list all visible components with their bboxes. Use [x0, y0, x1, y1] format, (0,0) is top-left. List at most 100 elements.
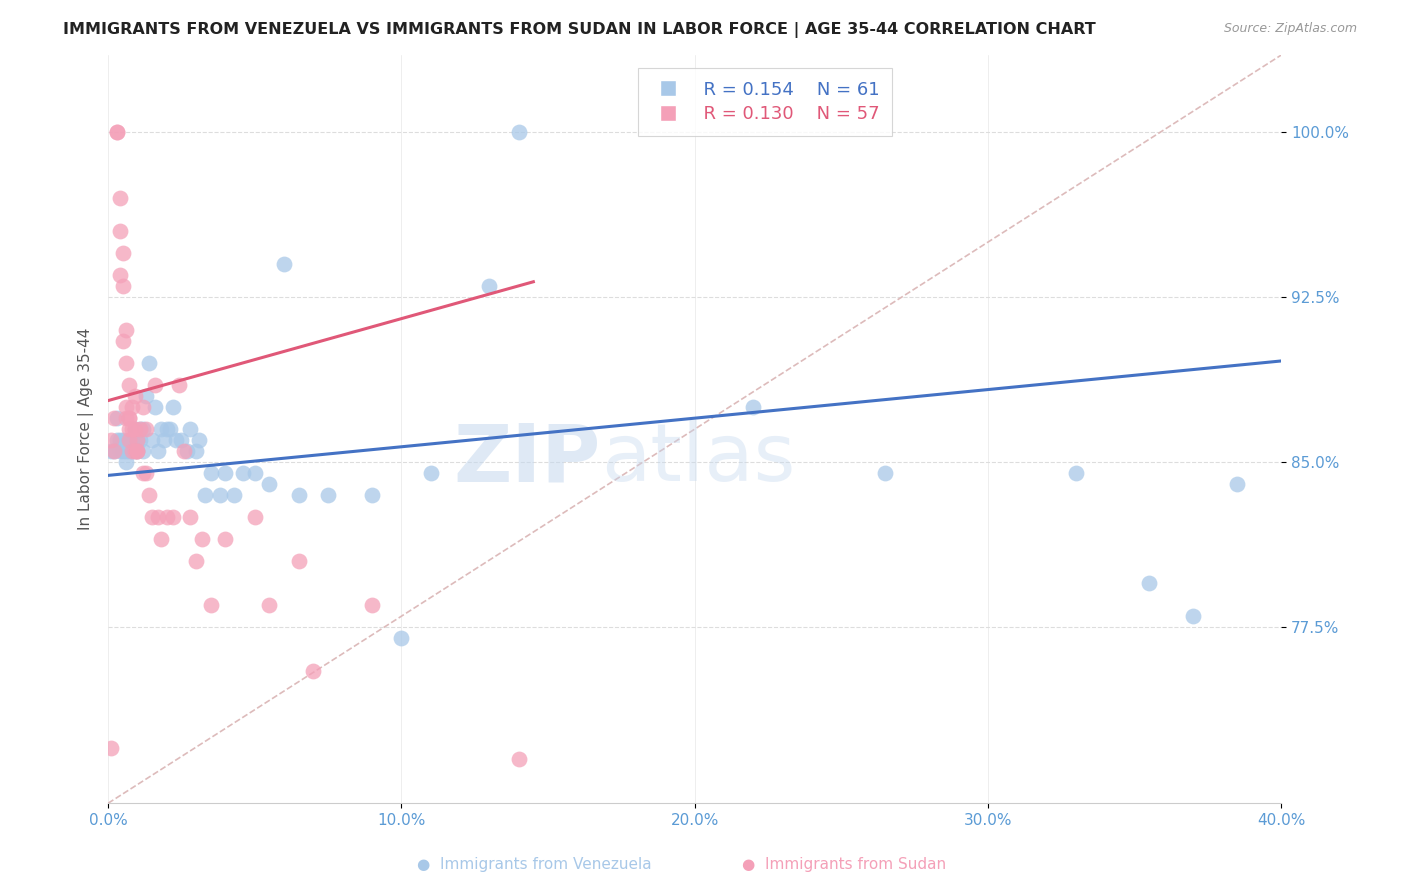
Point — [156, 510, 179, 524]
Text: ●  Immigrants from Sudan: ● Immigrants from Sudan — [741, 857, 946, 872]
Point — [132, 444, 155, 458]
Point — [316, 488, 339, 502]
Point — [127, 433, 149, 447]
Point — [162, 510, 184, 524]
Point — [1226, 477, 1249, 491]
Point — [191, 532, 214, 546]
Point — [742, 400, 765, 414]
Point — [105, 411, 128, 425]
Point — [156, 422, 179, 436]
Point — [167, 378, 190, 392]
Point — [103, 444, 125, 458]
Point — [105, 125, 128, 139]
Point — [143, 400, 166, 414]
Point — [118, 378, 141, 392]
Point — [108, 268, 131, 282]
Point — [138, 356, 160, 370]
Point — [508, 752, 530, 766]
Point — [141, 510, 163, 524]
Point — [1182, 609, 1205, 624]
Point — [214, 532, 236, 546]
Point — [111, 334, 134, 348]
Point — [232, 466, 254, 480]
Point — [508, 125, 530, 139]
Point — [127, 444, 149, 458]
Point — [135, 466, 157, 480]
Point — [875, 466, 897, 480]
Point — [129, 422, 152, 436]
Point — [118, 411, 141, 425]
Point — [683, 818, 706, 832]
Point — [149, 422, 172, 436]
Point — [100, 741, 122, 756]
Point — [419, 466, 441, 480]
Point — [361, 598, 384, 612]
Point — [243, 466, 266, 480]
Point — [135, 422, 157, 436]
Point — [111, 246, 134, 260]
Point — [153, 433, 176, 447]
Text: IMMIGRANTS FROM VENEZUELA VS IMMIGRANTS FROM SUDAN IN LABOR FORCE | AGE 35-44 CO: IMMIGRANTS FROM VENEZUELA VS IMMIGRANTS … — [63, 22, 1097, 38]
Point — [129, 433, 152, 447]
Point — [105, 125, 128, 139]
Point — [114, 411, 136, 425]
Point — [170, 433, 193, 447]
Point — [214, 466, 236, 480]
Point — [1064, 466, 1087, 480]
Point — [124, 444, 146, 458]
Point — [135, 389, 157, 403]
Point — [108, 224, 131, 238]
Point — [162, 400, 184, 414]
Point — [132, 400, 155, 414]
Point — [114, 400, 136, 414]
Point — [121, 433, 143, 447]
Point — [146, 444, 169, 458]
Point — [179, 422, 201, 436]
Point — [141, 433, 163, 447]
Point — [173, 444, 195, 458]
Point — [121, 422, 143, 436]
Point — [184, 554, 207, 568]
Point — [114, 356, 136, 370]
Point — [100, 433, 122, 447]
Point — [121, 444, 143, 458]
Point — [302, 664, 325, 678]
Point — [143, 378, 166, 392]
Point — [124, 433, 146, 447]
Point — [478, 279, 501, 293]
Point — [259, 598, 281, 612]
Text: Source: ZipAtlas.com: Source: ZipAtlas.com — [1223, 22, 1357, 36]
Text: ZIP: ZIP — [454, 420, 600, 498]
Point — [124, 389, 146, 403]
Point — [129, 422, 152, 436]
Point — [208, 488, 231, 502]
Point — [118, 422, 141, 436]
Point — [103, 411, 125, 425]
Point — [111, 444, 134, 458]
Legend:   R = 0.154    N = 61,   R = 0.130    N = 57: R = 0.154 N = 61, R = 0.130 N = 57 — [638, 68, 893, 136]
Y-axis label: In Labor Force | Age 35-44: In Labor Force | Age 35-44 — [79, 328, 94, 531]
Point — [224, 488, 246, 502]
Point — [100, 444, 122, 458]
Point — [361, 488, 384, 502]
Point — [165, 433, 187, 447]
Point — [108, 433, 131, 447]
Point — [111, 433, 134, 447]
Point — [105, 433, 128, 447]
Point — [149, 532, 172, 546]
Point — [259, 477, 281, 491]
Point — [111, 279, 134, 293]
Point — [176, 444, 198, 458]
Point — [127, 444, 149, 458]
Point — [118, 433, 141, 447]
Point — [179, 510, 201, 524]
Text: ●  Immigrants from Venezuela: ● Immigrants from Venezuela — [418, 857, 651, 872]
Point — [124, 444, 146, 458]
Point — [103, 444, 125, 458]
Point — [132, 466, 155, 480]
Text: atlas: atlas — [600, 420, 796, 498]
Point — [114, 455, 136, 469]
Point — [118, 411, 141, 425]
Point — [1137, 576, 1160, 591]
Point — [127, 444, 149, 458]
